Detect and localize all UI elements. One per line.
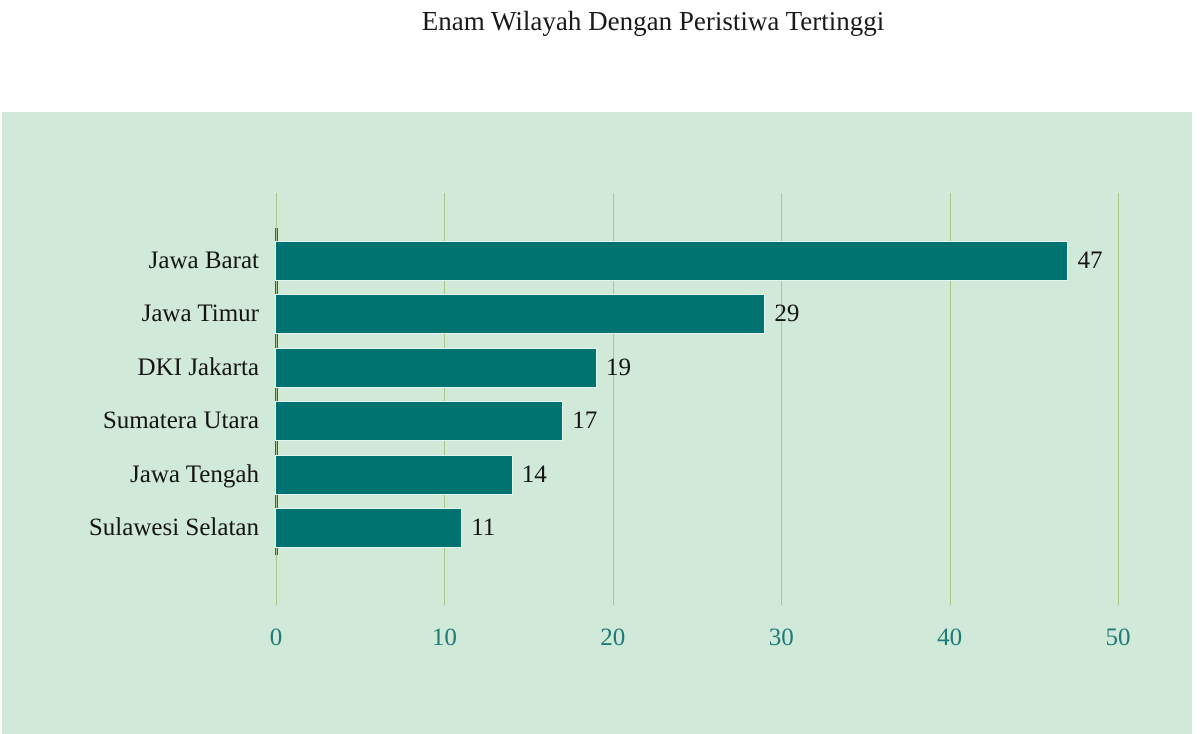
category-label: Jawa Barat xyxy=(148,247,259,274)
value-label: 17 xyxy=(572,407,598,435)
bar xyxy=(276,348,596,387)
value-label: 14 xyxy=(521,460,547,488)
bar xyxy=(276,509,462,547)
category-label: Jawa Timur xyxy=(141,300,259,328)
value-label: 19 xyxy=(605,353,631,381)
bar xyxy=(276,455,512,494)
category-label: Jawa Tengah xyxy=(130,460,259,488)
chart-title: Enam Wilayah Dengan Peristiwa Tertinggi xyxy=(421,6,885,36)
value-label: 11 xyxy=(471,514,496,541)
bar xyxy=(276,242,1068,280)
x-tick-label: 10 xyxy=(431,624,457,651)
gridline xyxy=(612,193,614,605)
bar xyxy=(276,402,563,441)
x-tick-label: 30 xyxy=(768,624,794,651)
value-label: 47 xyxy=(1077,247,1103,274)
gridline xyxy=(949,193,951,605)
category-label: Sulawesi Selatan xyxy=(88,514,259,541)
x-tick-label: 0 xyxy=(269,624,283,651)
category-label: DKI Jakarta xyxy=(137,353,259,381)
category-label: Sumatera Utara xyxy=(102,407,259,435)
chart-panel xyxy=(2,112,1192,734)
gridline xyxy=(1118,193,1119,605)
gridline xyxy=(781,193,783,605)
bar xyxy=(276,295,765,334)
gridline xyxy=(444,193,446,605)
gridline-zero xyxy=(276,193,277,605)
x-tick-label: 50 xyxy=(1105,624,1131,651)
x-tick-label: 20 xyxy=(600,624,626,651)
x-tick-label: 40 xyxy=(937,624,963,651)
value-label: 29 xyxy=(774,300,800,328)
